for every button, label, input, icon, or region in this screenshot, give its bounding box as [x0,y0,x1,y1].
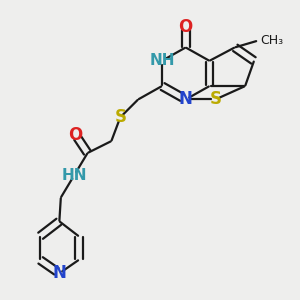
Text: S: S [114,108,126,126]
Text: CH₃: CH₃ [260,34,283,46]
Text: HN: HN [61,168,87,183]
Text: N: N [52,264,66,282]
Text: S: S [209,91,221,109]
Text: O: O [178,18,193,36]
Text: N: N [179,91,193,109]
Text: O: O [69,126,83,144]
Text: NH: NH [149,53,175,68]
